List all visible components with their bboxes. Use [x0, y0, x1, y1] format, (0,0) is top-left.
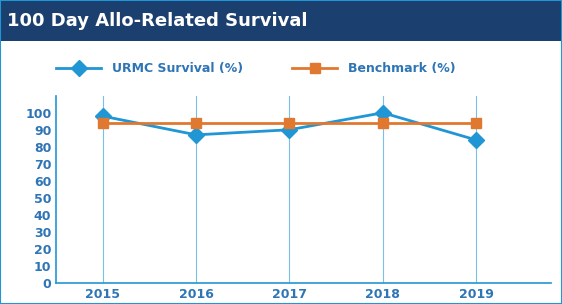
Text: Benchmark (%): Benchmark (%) [348, 62, 456, 75]
Text: URMC Survival (%): URMC Survival (%) [112, 62, 243, 75]
Text: 100 Day Allo-Related Survival: 100 Day Allo-Related Survival [7, 12, 307, 29]
